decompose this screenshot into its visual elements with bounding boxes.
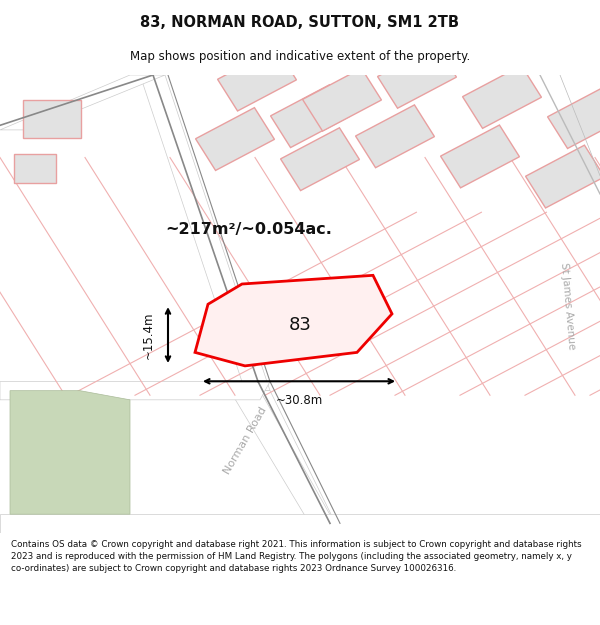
Polygon shape [548,86,600,149]
Text: Contains OS data © Crown copyright and database right 2021. This information is : Contains OS data © Crown copyright and d… [11,540,581,573]
Text: ~30.8m: ~30.8m [275,394,323,407]
Text: Map shows position and indicative extent of the property.: Map shows position and indicative extent… [130,50,470,62]
Polygon shape [356,105,434,168]
Text: 83: 83 [289,316,311,334]
Text: St James Avenue: St James Avenue [559,262,577,350]
Polygon shape [463,66,541,128]
Polygon shape [245,391,340,532]
Polygon shape [230,391,340,532]
Polygon shape [195,276,392,366]
Polygon shape [140,75,270,391]
Polygon shape [281,127,359,191]
Polygon shape [14,154,56,183]
Polygon shape [0,514,600,532]
Polygon shape [23,100,81,138]
Polygon shape [218,48,296,111]
Polygon shape [10,391,130,514]
Polygon shape [440,125,520,188]
Text: 83, NORMAN ROAD, SUTTON, SM1 2TB: 83, NORMAN ROAD, SUTTON, SM1 2TB [140,15,460,30]
Polygon shape [302,68,382,131]
Text: Norman Road: Norman Road [222,406,268,476]
Text: ~15.4m: ~15.4m [142,311,155,359]
Polygon shape [271,85,349,148]
Polygon shape [0,381,270,400]
Polygon shape [196,107,274,171]
Polygon shape [0,75,165,130]
Polygon shape [526,145,600,208]
Polygon shape [377,46,457,108]
Text: ~217m²/~0.054ac.: ~217m²/~0.054ac. [165,222,332,237]
